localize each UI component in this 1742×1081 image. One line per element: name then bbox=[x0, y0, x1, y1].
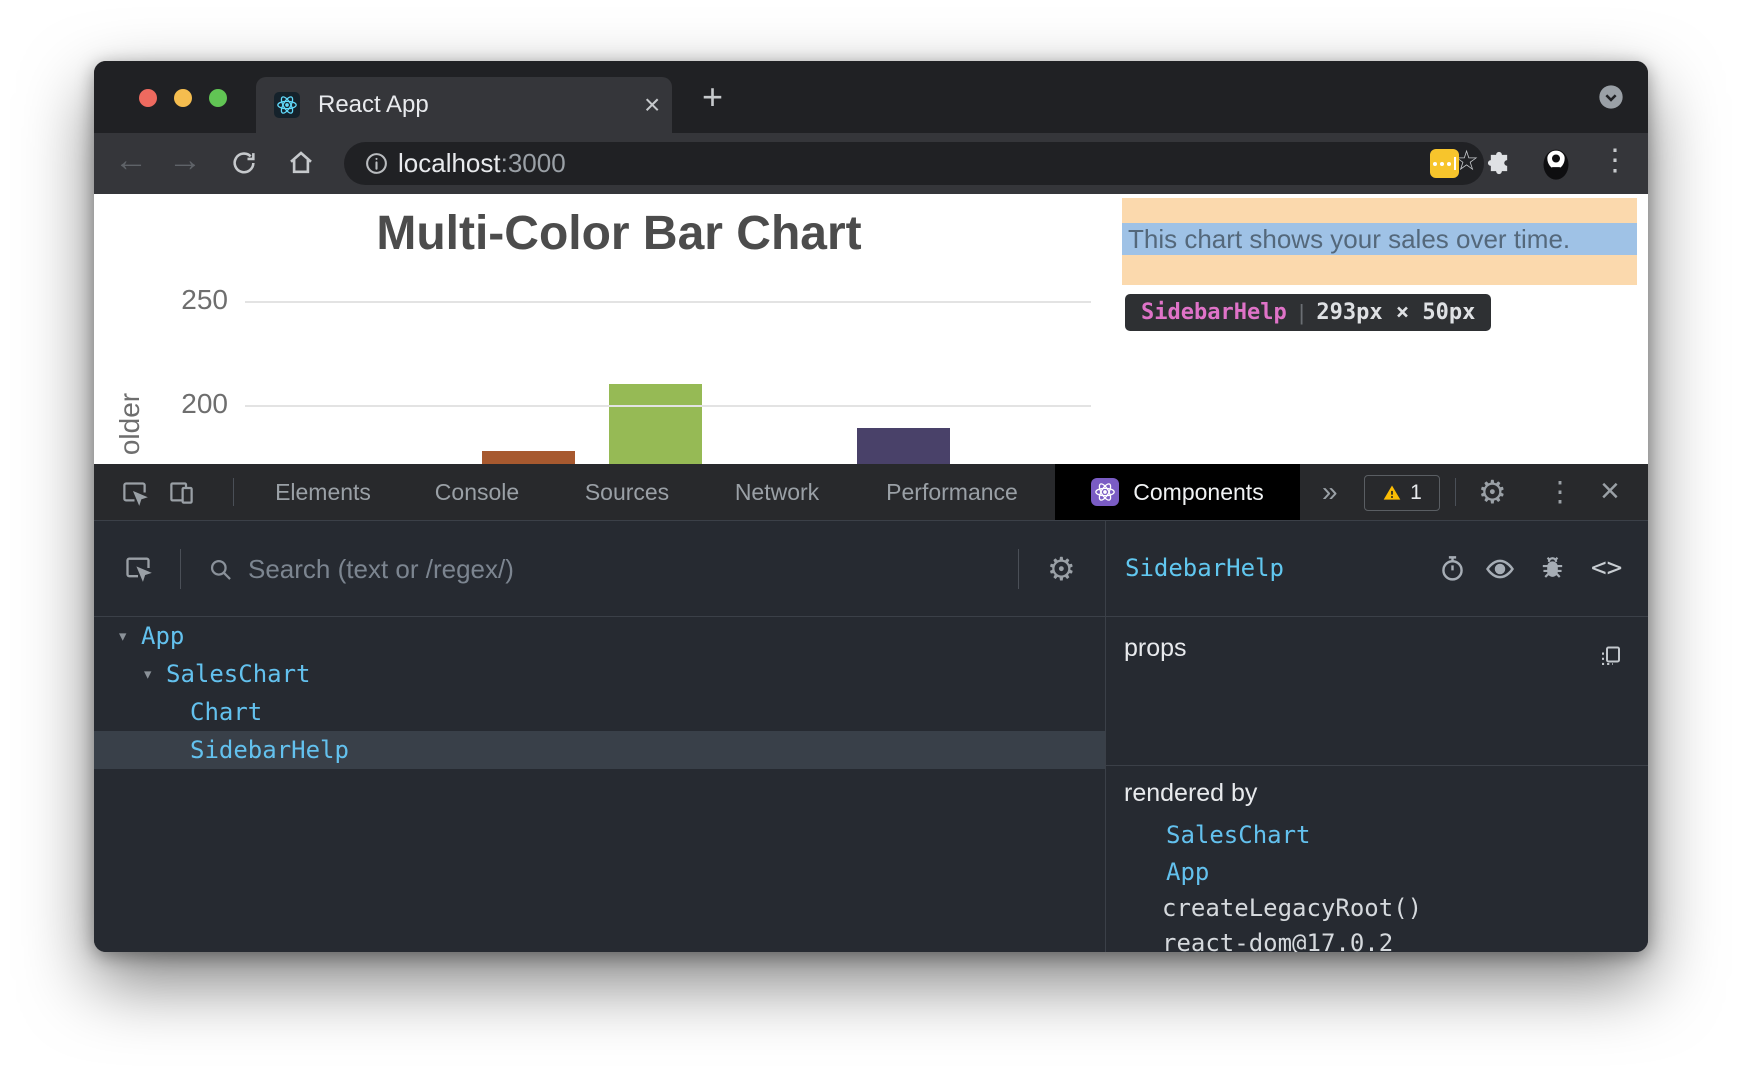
profile-avatar[interactable] bbox=[1536, 143, 1576, 183]
page-chart-area: Multi-Color Bar Chart 200 250 older This c… bbox=[94, 194, 1648, 464]
react-devtools-icon bbox=[1091, 478, 1120, 506]
tree-row-saleschart[interactable]: ▾ SalesChart bbox=[94, 655, 1105, 693]
components-search-input[interactable] bbox=[246, 521, 940, 618]
more-tabs-chevron[interactable]: » bbox=[1322, 476, 1338, 507]
new-tab-button[interactable]: + bbox=[702, 76, 724, 117]
devtools-settings-gear-icon[interactable]: ⚙ bbox=[1478, 474, 1507, 510]
eye-icon[interactable] bbox=[1485, 554, 1515, 584]
home-icon[interactable] bbox=[286, 148, 316, 178]
inspected-component-header: SidebarHelp <> bbox=[94, 521, 1648, 617]
chart-bar bbox=[609, 384, 702, 464]
chart-y-tick-label: 200 bbox=[181, 388, 228, 419]
view-source-code-icon[interactable]: <> bbox=[1591, 553, 1623, 583]
warning-icon bbox=[1382, 483, 1402, 503]
devtools-toolbar: Elements Console Sources Network Perform… bbox=[94, 464, 1648, 521]
chart-bar bbox=[857, 428, 950, 464]
bug-icon[interactable] bbox=[1538, 554, 1567, 583]
site-info-icon[interactable] bbox=[364, 151, 389, 176]
devtools-panel: Elements Console Sources Network Perform… bbox=[94, 464, 1648, 952]
search-separator bbox=[180, 549, 181, 589]
omnibox[interactable]: localhost:3000 ☆ bbox=[344, 142, 1484, 185]
devtools-tab-performance[interactable]: Performance bbox=[886, 479, 1018, 505]
chart-y-tick-label: 250 bbox=[181, 284, 228, 315]
tooltip-component-name: SidebarHelp bbox=[1141, 300, 1287, 325]
inspected-component-name: SidebarHelp bbox=[1125, 554, 1284, 582]
props-pane: props helpText: "This chart shows your n… bbox=[1106, 616, 1648, 952]
search-icon bbox=[207, 556, 234, 583]
rendered-by-section-label: rendered by bbox=[1124, 779, 1258, 807]
components-tab-label: Components bbox=[1133, 478, 1264, 505]
chart-gridline bbox=[245, 405, 1091, 407]
react-favicon-icon bbox=[274, 92, 300, 118]
url-port: :3000 bbox=[500, 148, 566, 178]
reload-icon[interactable] bbox=[230, 149, 258, 177]
rendered-by-saleschart-link[interactable]: SalesChart bbox=[1166, 821, 1311, 849]
devtools-close-icon[interactable]: × bbox=[1600, 472, 1620, 510]
components-search-row: ⚙ bbox=[94, 521, 1105, 618]
warning-count: 1 bbox=[1410, 481, 1422, 504]
tree-row-sidebarhelp-selected[interactable]: SidebarHelp bbox=[94, 731, 1105, 769]
warning-badge[interactable]: 1 bbox=[1364, 475, 1440, 511]
browser-tab[interactable]: React App × bbox=[256, 77, 672, 133]
tree-label: SalesChart bbox=[166, 660, 311, 688]
chart-title: Multi-Color Bar Chart bbox=[376, 207, 862, 260]
close-window-button[interactable] bbox=[139, 89, 157, 107]
search-separator bbox=[1018, 549, 1019, 589]
inspect-element-icon[interactable] bbox=[121, 479, 148, 506]
address-bar: ← → localhost:3000 ☆ ⋮ bbox=[94, 133, 1648, 194]
chart-bar bbox=[482, 451, 575, 464]
tree-row-app[interactable]: ▾ App bbox=[94, 617, 1105, 655]
rendered-by-reactdom-version: react-dom@17.0.2 bbox=[1162, 929, 1394, 952]
device-toolbar-icon[interactable] bbox=[168, 479, 195, 506]
devtools-tab-elements[interactable]: Elements bbox=[275, 479, 371, 505]
devtools-tab-components-active[interactable]: Components bbox=[1055, 464, 1300, 520]
caret-down-icon[interactable]: ▾ bbox=[117, 625, 129, 647]
chevron-down-circle-icon[interactable] bbox=[1597, 83, 1625, 111]
browser-menu-kebab-icon[interactable]: ⋮ bbox=[1600, 144, 1630, 177]
password-extension-icon[interactable] bbox=[1430, 149, 1459, 178]
title-bar: React App × + bbox=[94, 61, 1648, 133]
inspect-tooltip: SidebarHelp | 293px × 50px bbox=[1125, 294, 1492, 331]
devtools-menu-kebab-icon[interactable]: ⋮ bbox=[1546, 476, 1574, 507]
caret-down-icon[interactable]: ▾ bbox=[142, 663, 154, 685]
props-section-label: props bbox=[1124, 634, 1187, 662]
extensions-puzzle-icon[interactable] bbox=[1485, 149, 1513, 177]
rendered-by-createlegacyroot: createLegacyRoot() bbox=[1162, 894, 1423, 922]
pane-divider[interactable] bbox=[1105, 521, 1106, 952]
tree-label: Chart bbox=[190, 698, 263, 726]
back-icon[interactable]: ← bbox=[114, 141, 148, 179]
browser-window: React App × + ← → localhost:3000 ☆ bbox=[94, 61, 1648, 952]
minimize-window-button[interactable] bbox=[174, 89, 192, 107]
devtools-tab-console[interactable]: Console bbox=[434, 479, 520, 505]
tree-label: App bbox=[141, 622, 185, 650]
url-host: localhost bbox=[398, 148, 501, 178]
tree-row-chart[interactable]: Chart bbox=[94, 693, 1105, 731]
tree-label: SidebarHelp bbox=[190, 736, 349, 764]
section-divider bbox=[1106, 765, 1648, 766]
tooltip-dimensions: 293px × 50px bbox=[1316, 300, 1476, 325]
toolbar-separator bbox=[233, 478, 234, 506]
copy-props-icon[interactable] bbox=[1599, 644, 1623, 668]
tab-title: React App bbox=[318, 91, 429, 118]
rendered-by-app-link[interactable]: App bbox=[1166, 858, 1210, 886]
zoom-window-button[interactable] bbox=[209, 89, 227, 107]
inspect-component-icon[interactable] bbox=[124, 554, 152, 582]
toolbar-separator bbox=[1455, 478, 1456, 506]
sidebar-help-text: This chart shows your sales over time. bbox=[1128, 224, 1571, 254]
suspense-stopwatch-icon[interactable] bbox=[1438, 554, 1467, 583]
chart-y-axis-label-fragment: older bbox=[114, 392, 145, 456]
components-settings-gear-icon[interactable]: ⚙ bbox=[1047, 551, 1076, 587]
tab-close-button[interactable]: × bbox=[644, 89, 661, 120]
devtools-tab-sources[interactable]: Sources bbox=[584, 479, 670, 505]
inspect-overlay-content bbox=[1122, 223, 1637, 255]
forward-icon[interactable]: → bbox=[168, 141, 202, 179]
tooltip-separator: | bbox=[1298, 299, 1305, 325]
devtools-tab-network[interactable]: Network bbox=[734, 479, 820, 505]
chart-gridline bbox=[245, 301, 1091, 303]
